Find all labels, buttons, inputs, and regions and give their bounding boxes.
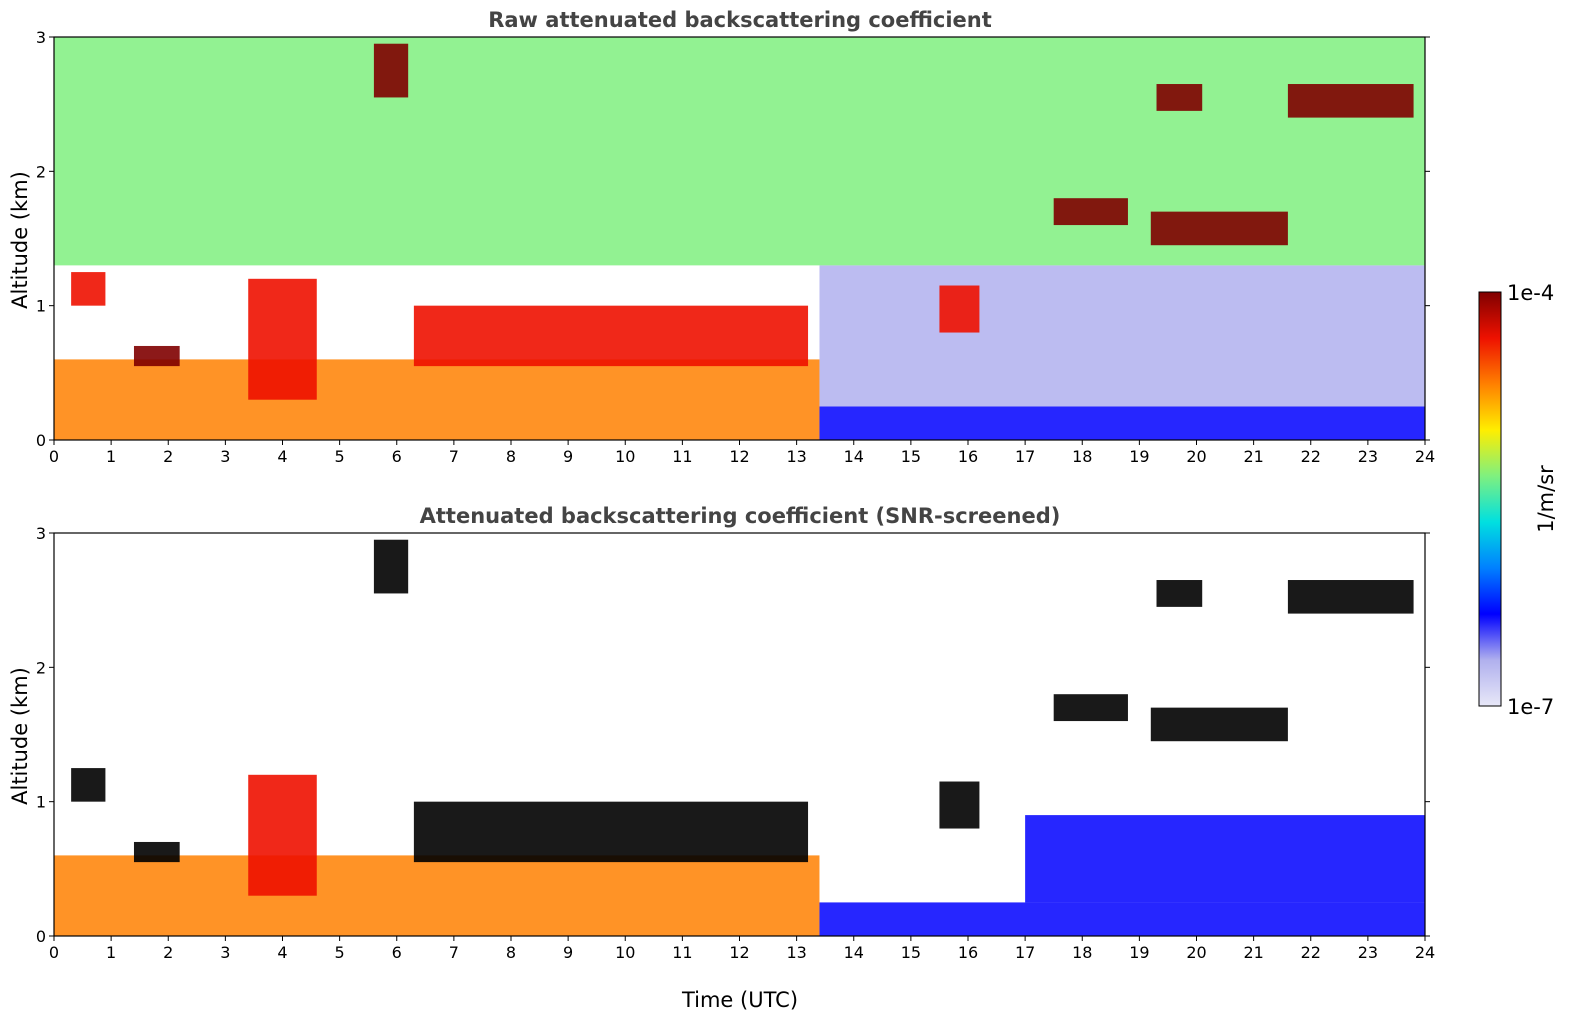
x-tick-label: 19 — [1129, 943, 1149, 962]
x-tick-label: 1 — [106, 943, 116, 962]
backscatter-layer — [819, 406, 1425, 440]
y-tick-label: 1 — [36, 793, 46, 812]
cloud-layer — [71, 768, 106, 802]
x-tick-label: 17 — [1015, 447, 1035, 466]
x-tick-label: 11 — [672, 943, 692, 962]
x-tick-label: 10 — [615, 447, 635, 466]
cloud-layer — [1150, 211, 1288, 246]
cloud-layer — [133, 841, 180, 863]
cloud-layer — [373, 539, 409, 594]
cloud-layer — [248, 278, 317, 400]
x-tick-label: 20 — [1186, 943, 1206, 962]
y-tick-label: 0 — [36, 927, 46, 946]
x-tick-label: 23 — [1358, 447, 1378, 466]
x-tick-label: 22 — [1301, 447, 1321, 466]
cloud-layer — [1287, 84, 1414, 118]
colorbar-max-label: 1e-4 — [1507, 281, 1554, 305]
x-tick-label: 8 — [506, 943, 516, 962]
x-tick-label: 24 — [1415, 943, 1435, 962]
x-tick-label: 18 — [1072, 943, 1092, 962]
x-tick-label: 12 — [729, 943, 749, 962]
x-tick-label: 6 — [392, 943, 402, 962]
top-y-axis-label: Altitude (km) — [8, 171, 32, 309]
bottom-panel-title: Attenuated backscattering coefficient (S… — [420, 504, 1061, 528]
x-tick-label: 24 — [1415, 447, 1435, 466]
x-tick-label: 15 — [901, 943, 921, 962]
cloud-layer — [248, 774, 317, 896]
x-tick-label: 22 — [1301, 943, 1321, 962]
x-tick-label: 9 — [563, 943, 573, 962]
cloud-layer — [71, 272, 106, 306]
bottom-y-axis-label: Altitude (km) — [8, 667, 32, 805]
x-tick-label: 21 — [1243, 943, 1263, 962]
cloud-layer — [939, 285, 980, 333]
x-tick-label: 2 — [163, 943, 173, 962]
colorbar-min-label: 1e-7 — [1507, 695, 1554, 719]
x-axis-label: Time (UTC) — [681, 988, 798, 1012]
x-tick-label: 19 — [1129, 447, 1149, 466]
x-tick-label: 9 — [563, 447, 573, 466]
x-tick-label: 2 — [163, 447, 173, 466]
cloud-layer — [1156, 84, 1203, 111]
x-tick-label: 13 — [786, 447, 806, 466]
cloud-layer — [133, 345, 180, 367]
y-tick-label: 2 — [36, 658, 46, 677]
y-tick-label: 3 — [36, 28, 46, 47]
y-tick-label: 3 — [36, 524, 46, 543]
x-tick-label: 5 — [335, 943, 345, 962]
x-tick-label: 15 — [901, 447, 921, 466]
x-tick-label: 16 — [958, 447, 978, 466]
top-plot-area: 0 1 2 3 4 5 6 7 8 9 10 11 12 13 14 15 16 17 18 19 20 21 22 23 24… — [36, 28, 1435, 466]
top-panel: Raw attenuated backscattering coefficien… — [8, 8, 1435, 466]
y-tick-label: 2 — [36, 162, 46, 181]
backscatter-layer — [54, 855, 820, 936]
cloud-layer — [1156, 580, 1203, 607]
x-tick-label: 20 — [1186, 447, 1206, 466]
cloud-layer — [413, 801, 809, 863]
x-tick-label: 7 — [449, 447, 459, 466]
x-tick-label: 18 — [1072, 447, 1092, 466]
backscatter-layer — [819, 265, 1425, 407]
cloud-layer — [1053, 198, 1128, 226]
cloud-layer — [413, 305, 809, 367]
cloud-layer — [1053, 694, 1128, 722]
cloud-layer — [1150, 707, 1288, 742]
cloud-layer — [1287, 580, 1414, 614]
x-tick-label: 3 — [220, 943, 230, 962]
x-tick-label: 11 — [672, 447, 692, 466]
colorbar-gradient — [1478, 291, 1502, 707]
x-tick-label: 4 — [277, 447, 287, 466]
x-tick-label: 16 — [958, 943, 978, 962]
bottom-panel: Attenuated backscattering coefficient (S… — [8, 504, 1435, 1012]
x-tick-label: 5 — [335, 447, 345, 466]
x-tick-label: 7 — [449, 943, 459, 962]
x-tick-label: 17 — [1015, 943, 1035, 962]
x-tick-label: 21 — [1243, 447, 1263, 466]
x-tick-label: 14 — [844, 447, 864, 466]
x-tick-label: 1 — [106, 447, 116, 466]
x-tick-label: 6 — [392, 447, 402, 466]
bottom-plot-area: 0 1 2 3 4 5 6 7 8 9 10 11 12 13 14 15 16 17 18 19 20 21 22 23 24… — [36, 524, 1435, 962]
top-panel-title: Raw attenuated backscattering coefficien… — [488, 8, 992, 32]
backscatter-layer — [819, 902, 1425, 936]
x-tick-label: 13 — [786, 943, 806, 962]
x-tick-label: 8 — [506, 447, 516, 466]
x-tick-label: 3 — [220, 447, 230, 466]
x-tick-label: 4 — [277, 943, 287, 962]
x-tick-label: 0 — [49, 447, 59, 466]
x-tick-label: 0 — [49, 943, 59, 962]
y-tick-label: 0 — [36, 431, 46, 450]
backscatter-layer — [54, 359, 820, 440]
colorbar: 1e-4 1e-7 1/m/sr — [1478, 281, 1558, 719]
x-tick-label: 12 — [729, 447, 749, 466]
cloud-layer — [373, 43, 409, 98]
x-tick-label: 23 — [1358, 943, 1378, 962]
y-tick-label: 1 — [36, 297, 46, 316]
colorbar-unit-label: 1/m/sr — [1534, 465, 1558, 533]
x-tick-label: 14 — [844, 943, 864, 962]
x-tick-label: 10 — [615, 943, 635, 962]
cloud-layer — [939, 781, 980, 829]
backscatter-layer — [1025, 815, 1425, 903]
